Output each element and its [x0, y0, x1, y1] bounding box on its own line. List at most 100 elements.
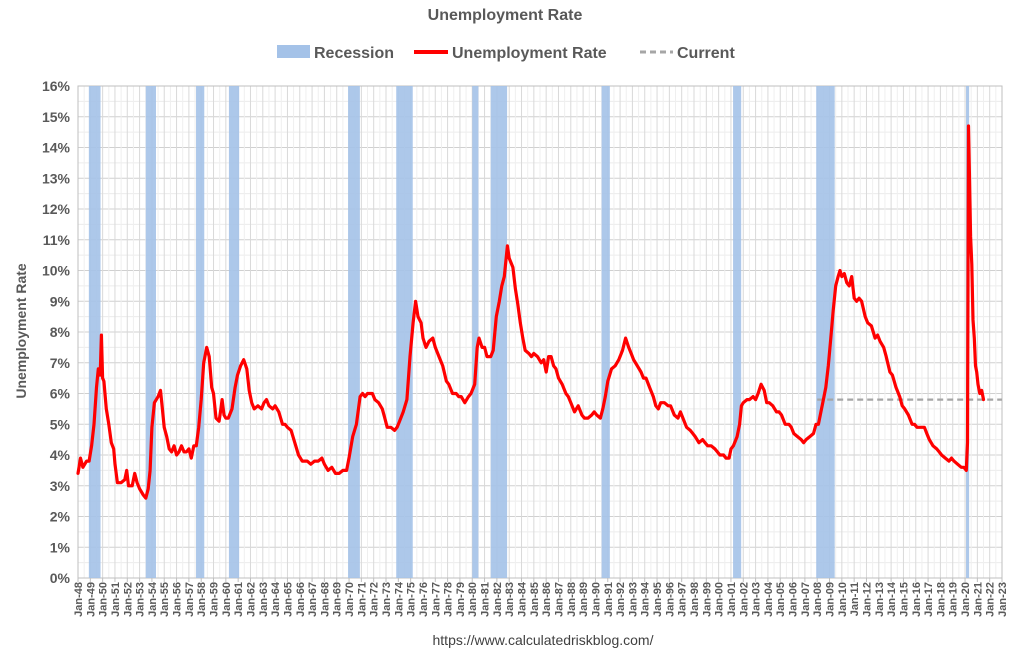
data-point — [841, 276, 843, 278]
data-point — [965, 469, 967, 471]
data-point — [778, 411, 780, 413]
data-point — [512, 266, 514, 268]
data-point — [686, 426, 688, 428]
x-tick-label: Jan-02 — [738, 582, 750, 617]
data-point — [236, 374, 239, 376]
data-point — [149, 469, 151, 471]
data-point — [976, 371, 978, 373]
data-point — [157, 396, 159, 398]
data-point — [528, 352, 530, 355]
data-point — [825, 386, 827, 388]
x-tick-label: Jan-78 — [443, 582, 455, 617]
data-point — [628, 346, 630, 348]
data-point — [120, 482, 122, 484]
data-point — [607, 380, 609, 382]
data-point — [498, 300, 500, 302]
data-point — [950, 457, 953, 459]
data-point — [621, 349, 624, 351]
data-point — [420, 322, 422, 324]
data-point — [126, 469, 128, 471]
data-point — [294, 442, 296, 444]
data-point — [402, 411, 404, 413]
data-point — [561, 383, 563, 385]
x-tick-label: Jan-16 — [911, 582, 923, 617]
data-point — [536, 356, 539, 358]
recession-band — [145, 86, 156, 578]
data-point — [522, 337, 524, 339]
data-point — [97, 368, 99, 370]
data-point — [655, 405, 657, 407]
data-point — [941, 454, 943, 456]
recession-band — [348, 86, 360, 578]
y-tick-label: 11% — [43, 232, 71, 248]
data-point — [86, 460, 88, 462]
data-point — [928, 439, 930, 441]
data-point — [110, 442, 112, 444]
x-tick-label: Jan-63 — [258, 582, 270, 617]
x-tick-label: Jan-12 — [862, 582, 874, 617]
y-tick-label: 12% — [42, 201, 71, 217]
data-point — [425, 346, 427, 348]
data-point — [432, 337, 434, 339]
data-point — [740, 405, 743, 407]
data-point — [323, 463, 325, 465]
data-point — [251, 402, 253, 404]
x-axis-ticks: Jan-48 Jan-49 Jan-50 Jan-51 Jan-52 Jan-53 Jan-… — [73, 578, 1009, 617]
x-tick-label: Jan-07 — [800, 582, 812, 617]
data-point — [827, 365, 829, 367]
data-point — [877, 334, 879, 336]
data-point — [746, 399, 748, 401]
data-point — [321, 457, 323, 459]
data-point — [938, 451, 940, 453]
legend-label: Current — [677, 45, 735, 62]
data-point — [926, 432, 928, 435]
data-point — [306, 460, 308, 462]
data-point — [142, 494, 144, 496]
data-point — [178, 451, 180, 453]
legend-swatch-recession — [277, 45, 310, 58]
data-point — [381, 408, 383, 410]
x-tick-label: Jan-94 — [640, 581, 652, 617]
data-point — [290, 429, 292, 431]
data-point — [301, 460, 303, 462]
data-point — [614, 365, 616, 367]
y-axis-ticks: 0% 1% 2% 3% 4% 5% 6% 7% 8% 9% 10% 11% 12% 13% 14% 15% 16… — [42, 78, 71, 586]
legend-label: Unemployment Rate — [452, 45, 607, 62]
data-point — [953, 460, 955, 462]
data-point — [438, 356, 440, 358]
data-point — [342, 469, 344, 471]
x-tick-label: Jan-98 — [689, 582, 701, 617]
data-point — [775, 411, 778, 413]
data-point — [248, 389, 250, 391]
data-point — [752, 396, 754, 398]
data-point — [602, 408, 604, 410]
data-point — [763, 389, 765, 391]
data-point — [114, 463, 116, 465]
data-point — [265, 399, 268, 401]
recession-band — [196, 86, 205, 578]
data-point — [640, 371, 642, 373]
data-point — [723, 454, 725, 456]
data-point — [610, 368, 613, 370]
data-point — [885, 356, 887, 358]
data-point — [891, 374, 894, 376]
data-point — [327, 469, 329, 471]
data-point — [334, 472, 337, 474]
data-point — [557, 377, 560, 379]
x-tick-label: Jan-58 — [196, 582, 208, 617]
data-point — [506, 245, 508, 247]
x-tick-label: Jan-64 — [270, 581, 282, 617]
x-tick-label: Jan-69 — [332, 582, 344, 617]
data-point — [879, 340, 881, 342]
data-point — [183, 451, 185, 453]
data-point — [966, 442, 969, 444]
data-point — [281, 423, 284, 425]
data-point — [484, 346, 486, 348]
data-point — [820, 411, 822, 413]
x-tick-label: Jan-73 — [381, 582, 393, 617]
data-point — [203, 362, 205, 364]
data-point — [151, 426, 153, 428]
data-point — [212, 392, 215, 395]
x-tick-label: Jan-79 — [455, 582, 467, 617]
data-point — [618, 359, 620, 361]
